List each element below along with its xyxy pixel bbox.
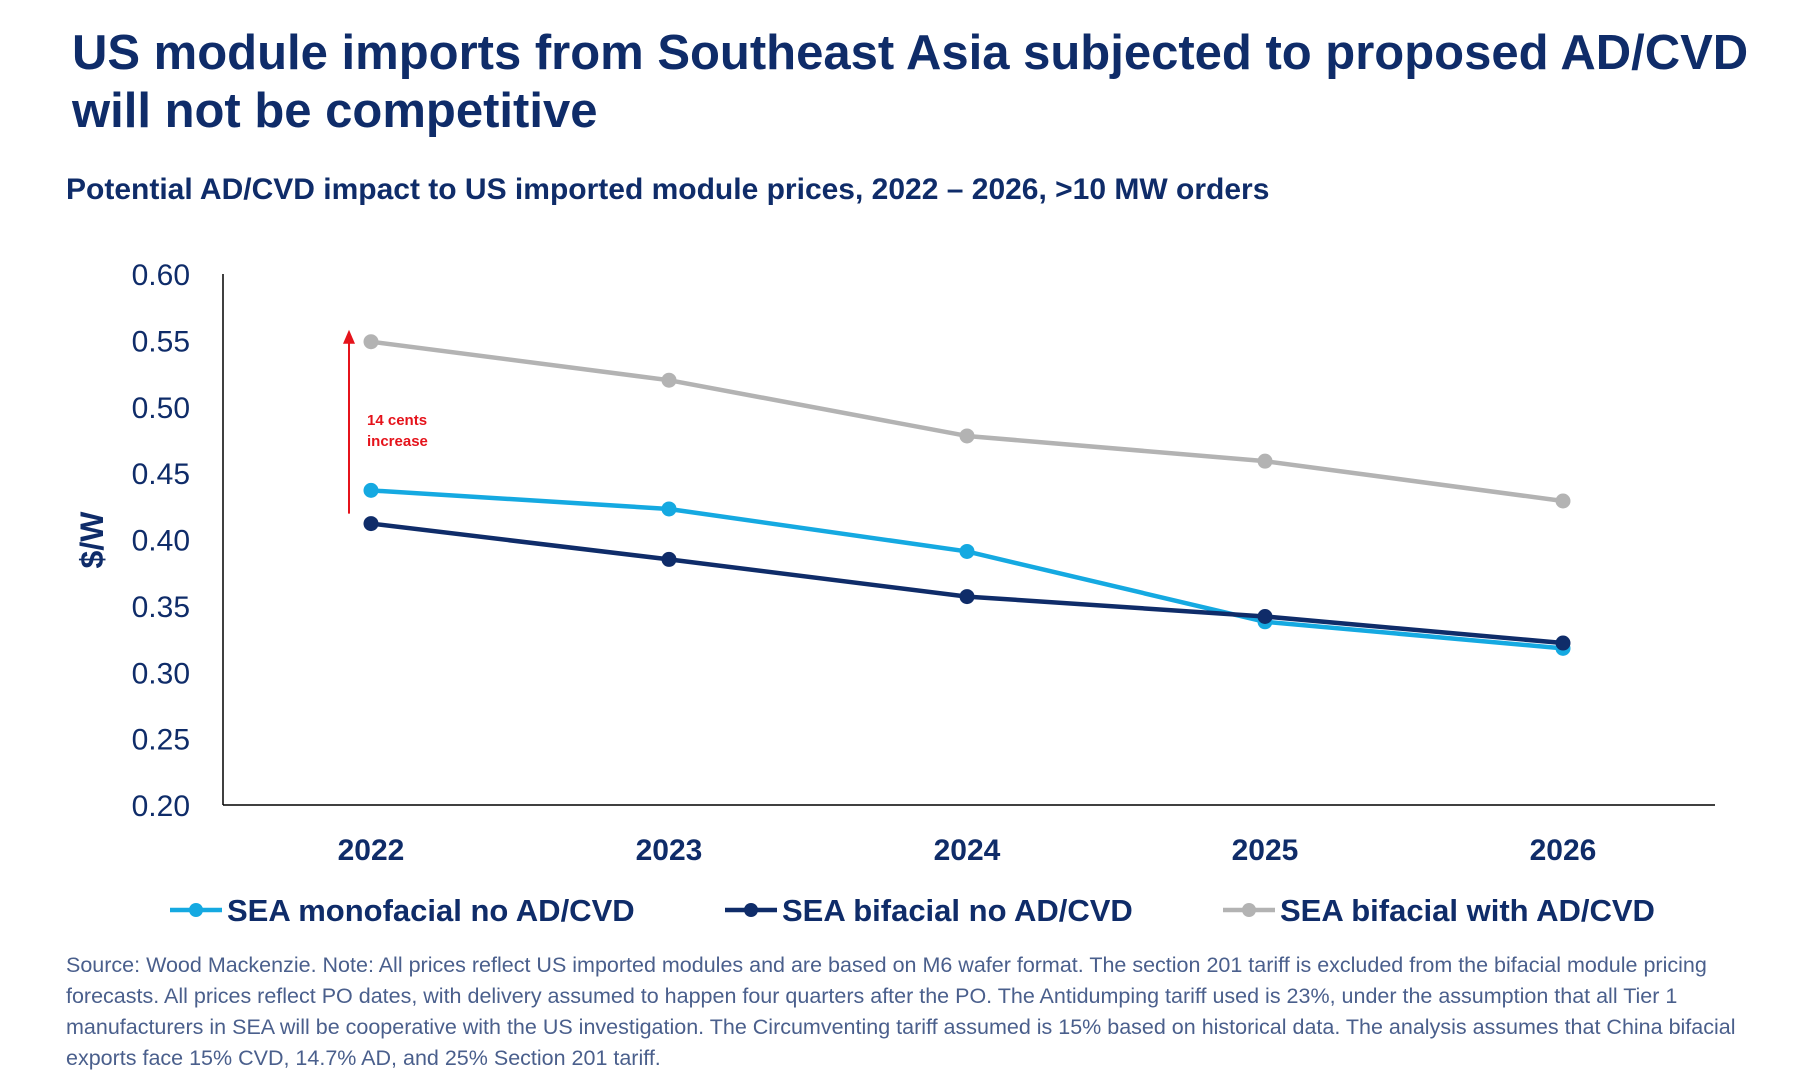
y-axis-ticks: 0.60 0.55 0.50 0.45 0.40 0.35 0.30 0.25 0.20 <box>132 259 190 823</box>
annotation-label-line1: 14 cents <box>367 412 427 429</box>
legend-swatch-marker <box>189 903 203 917</box>
series-2 <box>363 334 1571 509</box>
annotation-label-line2: increase <box>367 433 428 450</box>
x-tick-label: 2024 <box>934 834 1001 867</box>
y-tick-label: 0.30 <box>132 657 190 690</box>
y-axis-label: $/W <box>74 511 110 569</box>
series-line <box>370 521 1564 646</box>
y-tick-label: 0.60 <box>132 259 190 292</box>
y-tick-label: 0.25 <box>132 724 190 757</box>
x-tick-label: 2026 <box>1530 834 1597 867</box>
legend: SEA monofacial no AD/CVD SEA bifacial no … <box>170 893 1655 928</box>
data-point <box>363 482 379 498</box>
legend-item: SEA bifacial with AD/CVD <box>1223 893 1655 928</box>
series-1 <box>363 516 1571 651</box>
data-point <box>661 501 677 517</box>
chart-title: US module imports from Southeast Asia su… <box>72 26 1749 138</box>
data-point <box>1257 453 1273 469</box>
legend-label: SEA bifacial with AD/CVD <box>1280 893 1655 928</box>
data-point <box>959 589 975 605</box>
y-tick-label: 0.45 <box>132 458 190 491</box>
legend-item: SEA bifacial no AD/CVD <box>725 893 1133 928</box>
data-point <box>959 428 975 444</box>
series-0 <box>363 482 1571 656</box>
x-tick-label: 2023 <box>636 834 703 867</box>
data-point <box>363 334 379 350</box>
y-tick-label: 0.20 <box>132 790 190 823</box>
legend-item: SEA monofacial no AD/CVD <box>170 893 635 928</box>
data-point <box>363 516 379 532</box>
data-point <box>1257 608 1273 624</box>
y-tick-label: 0.55 <box>132 325 190 358</box>
data-point <box>661 372 677 388</box>
y-tick-label: 0.35 <box>132 591 190 624</box>
chart-subtitle: Potential AD/CVD impact to US imported m… <box>66 173 1270 206</box>
x-tick-label: 2025 <box>1232 834 1299 867</box>
x-tick-label: 2022 <box>338 834 405 867</box>
legend-label: SEA bifacial no AD/CVD <box>782 893 1133 928</box>
data-point <box>959 543 975 559</box>
y-tick-label: 0.40 <box>132 525 190 558</box>
y-tick-label: 0.50 <box>132 392 190 425</box>
series-line <box>370 488 1564 651</box>
annotation-arrowhead <box>343 329 355 344</box>
legend-label: SEA monofacial no AD/CVD <box>227 893 635 928</box>
data-point <box>1555 635 1571 651</box>
x-axis-ticks: 2022 2023 2024 2025 2026 <box>338 834 1597 867</box>
series-line <box>370 339 1564 504</box>
legend-swatch-marker <box>1242 903 1256 917</box>
series-layer <box>363 334 1571 656</box>
legend-swatch-marker <box>744 903 758 917</box>
line-chart: 0.60 0.55 0.50 0.45 0.40 0.35 0.30 0.25 0.20 $/W… <box>74 259 1715 928</box>
data-point <box>1555 493 1571 509</box>
data-point <box>661 551 677 567</box>
source-note: Source: Wood Mackenzie. Note: All prices… <box>66 953 1736 1070</box>
annotation: 14 cents increase <box>343 329 428 514</box>
